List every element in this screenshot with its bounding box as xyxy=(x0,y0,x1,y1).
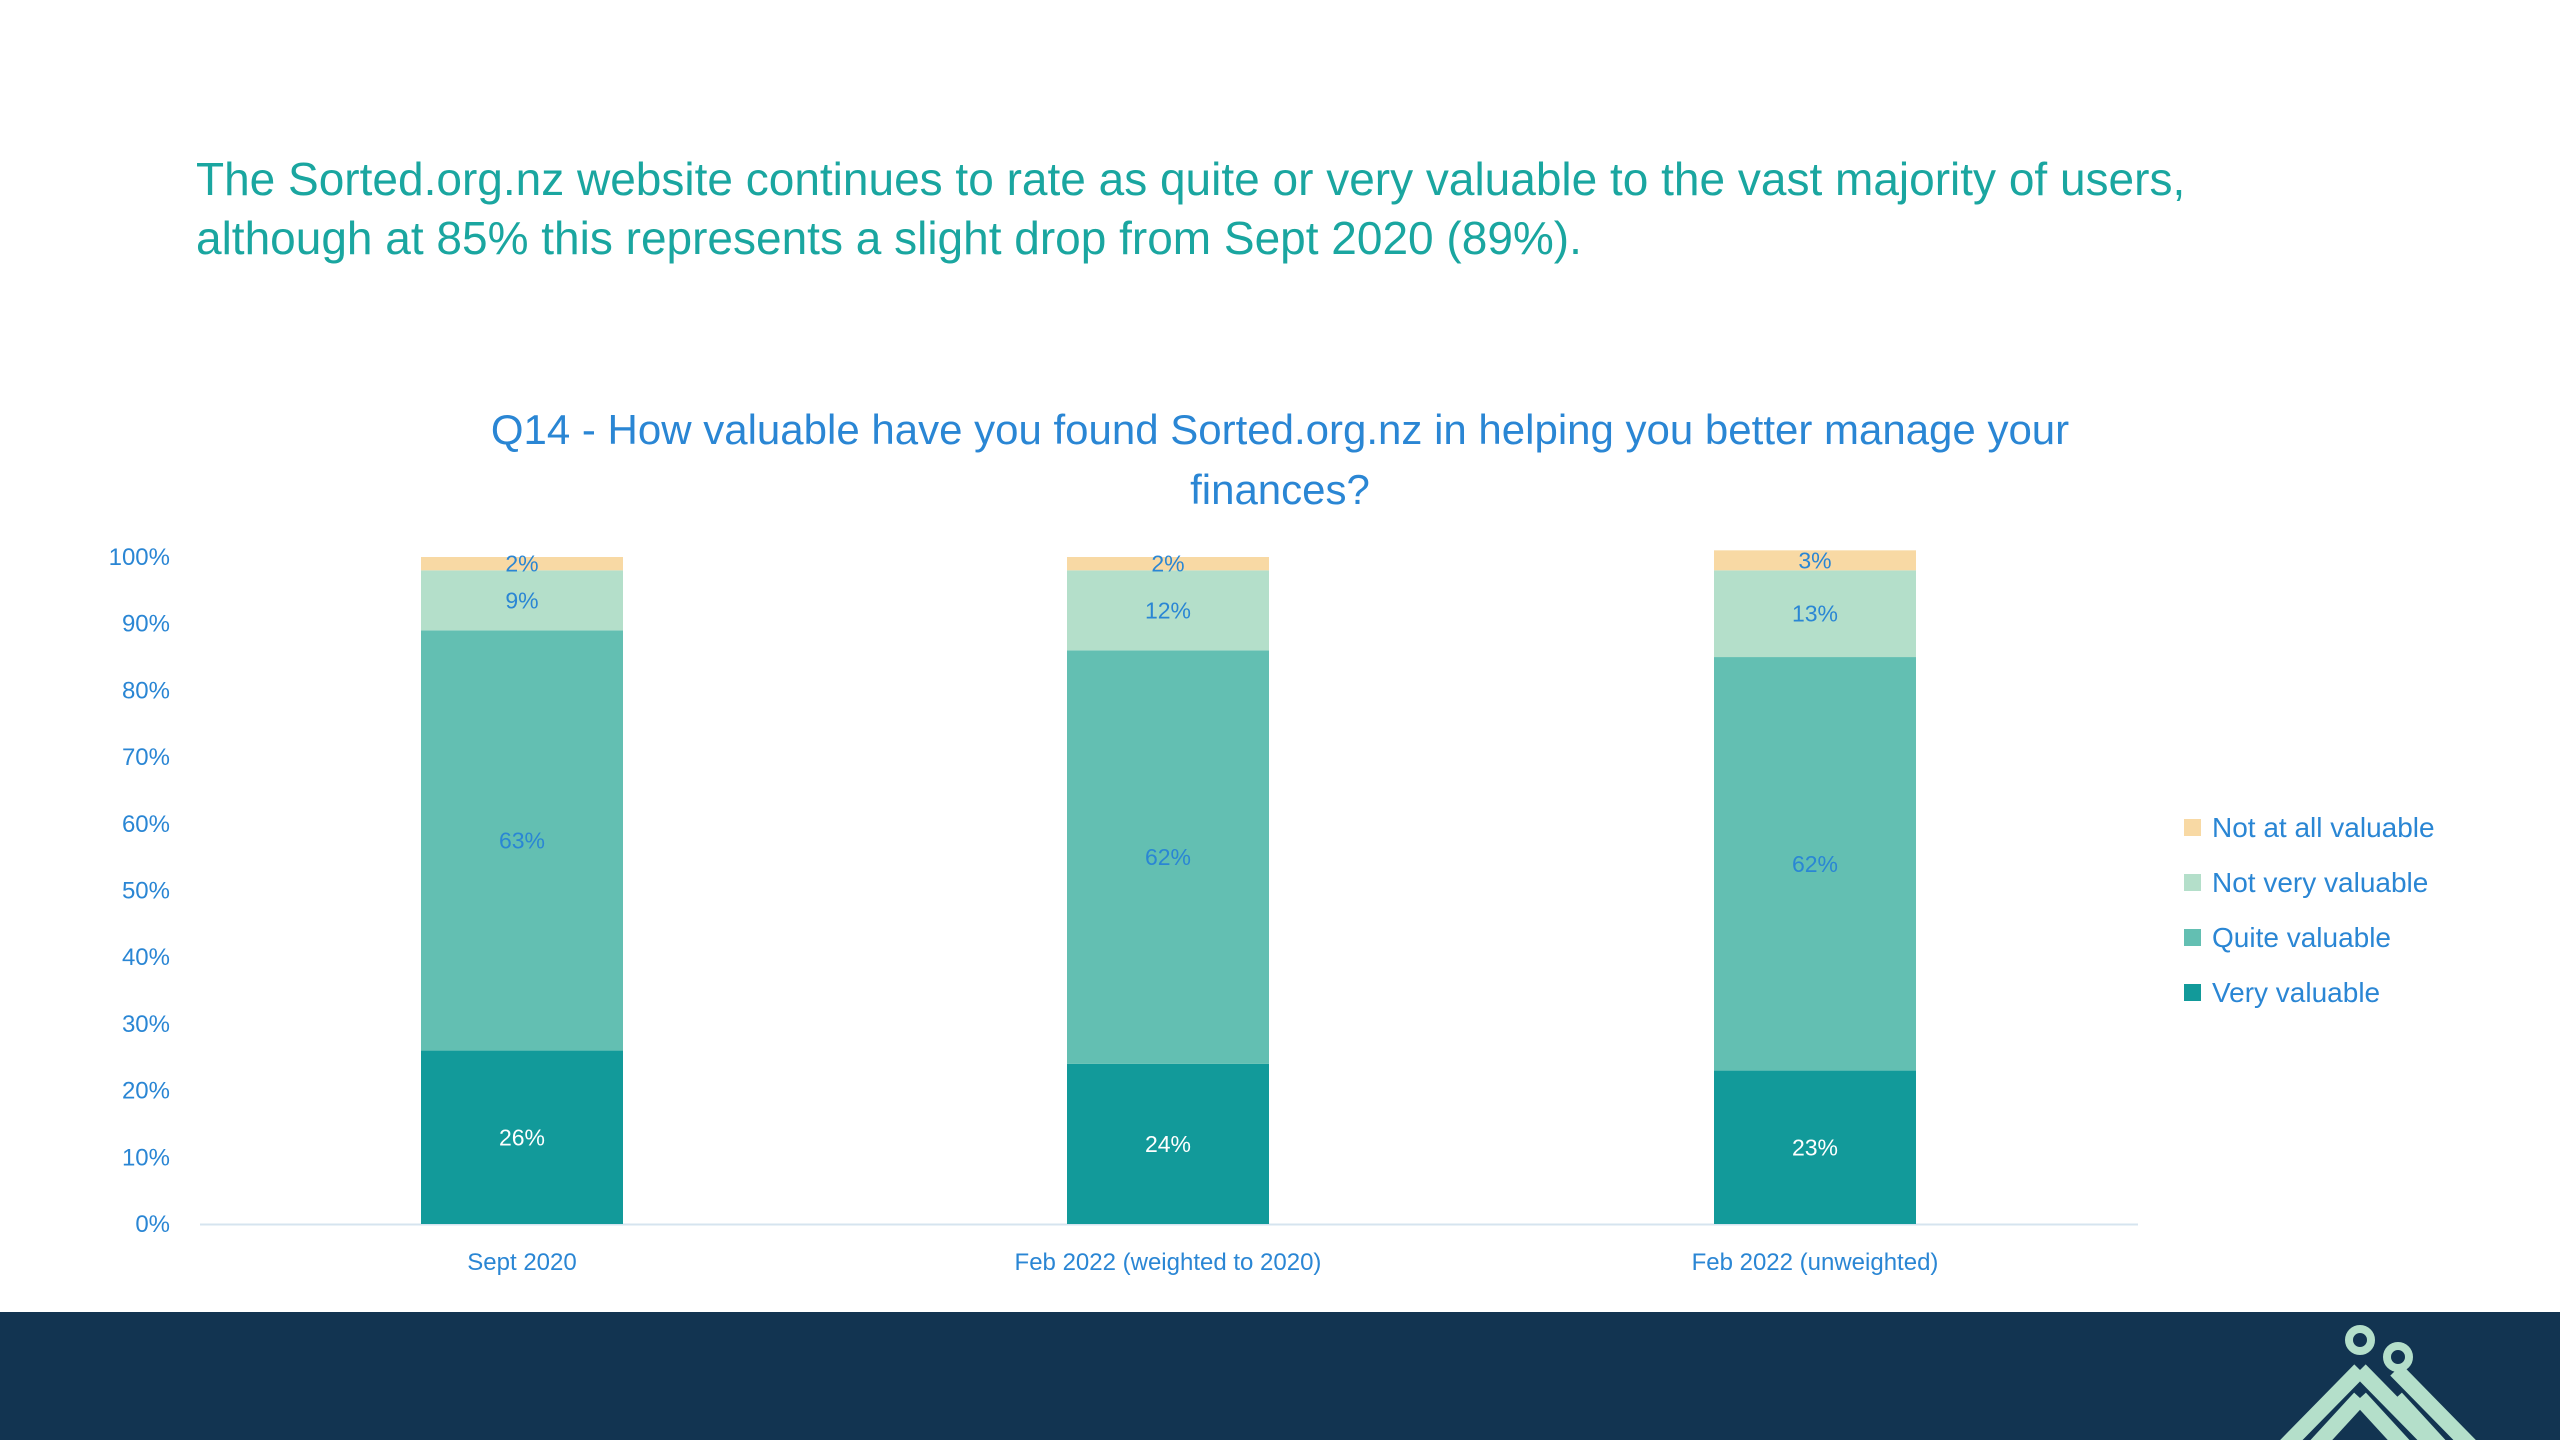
chart-title-line-1: Q14 - How valuable have you found Sorted… xyxy=(490,406,2070,453)
x-tick-label: Feb 2022 (weighted to 2020) xyxy=(1015,1249,1322,1276)
y-tick-label: 90% xyxy=(122,611,170,638)
legend-swatch xyxy=(2184,929,2201,946)
bar-segment xyxy=(1067,557,1269,571)
data-label: 62% xyxy=(1145,844,1191,870)
footer-band xyxy=(0,1312,2560,1440)
x-tick-label: Sept 2020 xyxy=(467,1249,576,1276)
legend-swatch xyxy=(2184,874,2201,891)
y-tick-label: 50% xyxy=(122,878,170,905)
legend-swatch xyxy=(2184,984,2201,1001)
legend-swatch xyxy=(2184,819,2201,836)
bar-segment xyxy=(1714,1070,1916,1224)
data-label: 26% xyxy=(499,1124,545,1150)
data-label: 62% xyxy=(1792,851,1838,877)
y-tick-label: 100% xyxy=(109,544,170,571)
y-tick-label: 10% xyxy=(122,1144,170,1171)
data-label: 23% xyxy=(1792,1134,1838,1160)
data-label: 2% xyxy=(505,551,538,577)
sorted-logo-icon xyxy=(2280,1325,2476,1440)
legend-label: Not very valuable xyxy=(2212,867,2428,898)
y-tick-label: 80% xyxy=(122,677,170,704)
bar-segment xyxy=(421,557,623,571)
bar-segment xyxy=(1714,550,1916,571)
y-tick-label: 20% xyxy=(122,1078,170,1105)
legend-label: Quite valuable xyxy=(2212,922,2391,953)
data-label: 24% xyxy=(1145,1131,1191,1157)
data-label: 12% xyxy=(1145,597,1191,623)
bar-segment xyxy=(421,570,623,631)
chart-title-line-2: finances? xyxy=(1190,466,1370,513)
y-tick-label: 0% xyxy=(135,1211,170,1238)
legend-label: Not at all valuable xyxy=(2212,812,2435,843)
chart-title: Q14 - How valuable have you found Sorted… xyxy=(380,400,2180,520)
headline: The Sorted.org.nz website continues to r… xyxy=(196,150,2446,268)
y-tick-label: 70% xyxy=(122,744,170,771)
legend-label: Very valuable xyxy=(2212,977,2380,1008)
headline-line-2: although at 85% this represents a slight… xyxy=(196,212,1582,264)
data-label: 3% xyxy=(1798,547,1831,573)
bar-segment xyxy=(1714,657,1916,1071)
y-tick-label: 40% xyxy=(122,944,170,971)
x-tick-label: Feb 2022 (unweighted) xyxy=(1692,1249,1939,1276)
y-tick-label: 30% xyxy=(122,1011,170,1038)
data-label: 9% xyxy=(505,587,538,613)
bar-segment xyxy=(421,630,623,1051)
bar-segment xyxy=(1714,570,1916,658)
data-label: 63% xyxy=(499,827,545,853)
data-label: 13% xyxy=(1792,601,1838,627)
y-tick-label: 60% xyxy=(122,811,170,838)
bar-segment xyxy=(1067,1063,1269,1224)
bar-segment xyxy=(421,1050,623,1224)
bar-segment xyxy=(1067,570,1269,651)
stacked-bar-chart: 0% 10% 20% 30% 40% 50% 60% 70% 80% 90% 100% 26% 63% 9… xyxy=(109,544,2435,1276)
headline-line-1: The Sorted.org.nz website continues to r… xyxy=(196,153,2186,205)
data-label: 2% xyxy=(1151,551,1184,577)
bar-segment xyxy=(1067,650,1269,1064)
